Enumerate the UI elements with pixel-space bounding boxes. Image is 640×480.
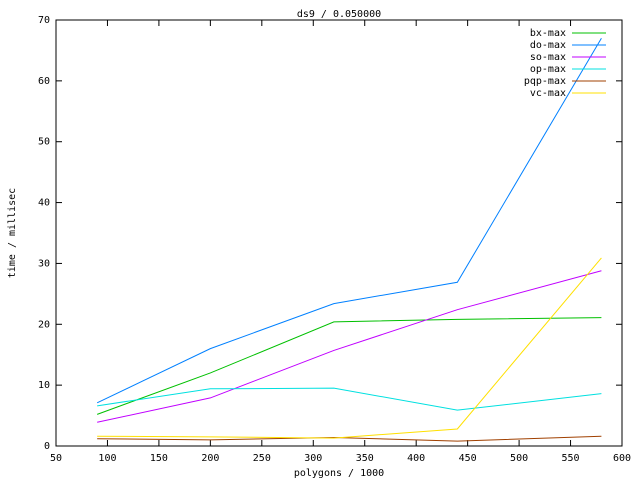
x-tick-label: 150 (150, 453, 168, 464)
legend-label: op-max (530, 64, 566, 75)
x-tick-label: 50 (50, 453, 62, 464)
legend-label: so-max (530, 52, 566, 63)
x-tick-label: 450 (459, 453, 477, 464)
y-tick-label: 60 (38, 76, 50, 87)
y-tick-label: 0 (44, 441, 50, 452)
series-line (97, 435, 602, 442)
y-tick-label: 10 (38, 380, 50, 391)
x-tick-label: 100 (98, 453, 116, 464)
x-tick-label: 300 (304, 453, 322, 464)
y-tick-label: 40 (38, 198, 50, 209)
series-line (96, 317, 602, 415)
y-tick-label: 30 (38, 258, 50, 269)
x-tick-label: 550 (562, 453, 580, 464)
series-line (97, 270, 602, 423)
x-tick-label: 600 (613, 453, 631, 464)
y-tick-label: 20 (38, 319, 50, 330)
series-line (97, 257, 602, 439)
x-tick-label: 400 (407, 453, 425, 464)
chart-title: ds9 / 0.050000 (297, 9, 381, 20)
x-tick-label: 500 (510, 453, 528, 464)
y-tick-label: 70 (38, 15, 50, 26)
legend-label: bx-max (530, 28, 566, 39)
x-tick-label: 200 (201, 453, 219, 464)
x-axis-label: polygons / 1000 (294, 468, 384, 479)
series-line (96, 38, 602, 404)
legend-label: vc-max (530, 88, 566, 99)
legend-label: pqp-max (524, 76, 566, 87)
legend-label: do-max (530, 40, 566, 51)
y-tick-label: 50 (38, 137, 50, 148)
plot-border (55, 19, 623, 447)
series-line (97, 387, 602, 411)
y-axis-label: time / millisec (7, 188, 18, 278)
x-tick-label: 350 (356, 453, 374, 464)
x-tick-label: 250 (253, 453, 271, 464)
